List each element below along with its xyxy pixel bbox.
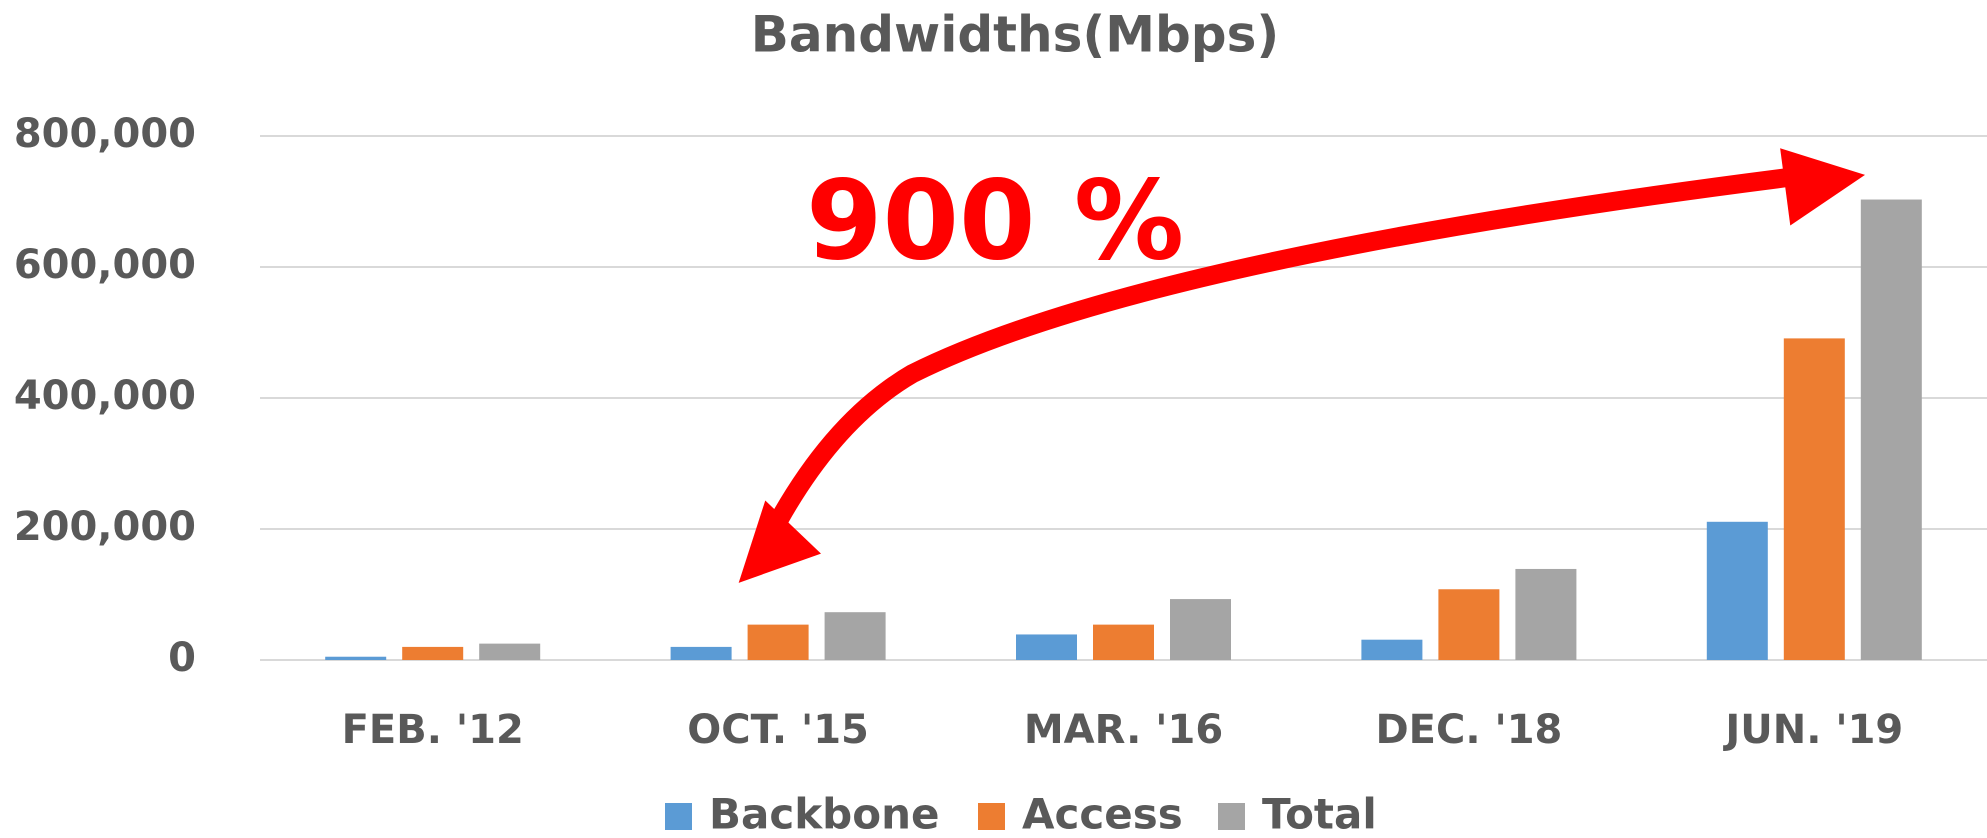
bar [479,643,541,660]
annotation: 900 % [806,156,1184,284]
legend-label: Access [1022,790,1183,838]
bar [1438,589,1500,660]
bar [670,646,732,660]
bar [1361,639,1423,660]
legend-swatch [978,803,1005,830]
legend-swatch [665,803,692,830]
legend-label: Backbone [709,790,940,838]
bar [1860,199,1922,660]
y-tick-label: 200,000 [14,504,196,550]
legend-swatch [1218,803,1245,830]
x-tick-label: MAR. '16 [1024,707,1223,753]
x-tick-label: FEB. '12 [342,707,524,753]
bar [325,656,387,660]
arrow-line [769,167,1799,529]
plot: 0 200,000 400,000 600,000 800,000 FEB. '12 OCT… [14,111,1987,838]
x-tick-label: JUN. '19 [1722,707,1903,753]
bar [1016,634,1077,660]
arrow-head [738,500,822,583]
x-tick-label: OCT. '15 [687,707,869,753]
legend-label: Total [1262,790,1377,838]
y-tick-label: 400,000 [14,373,196,419]
y-tick-label: 800,000 [14,111,196,157]
bar [824,612,886,660]
y-tick-label: 600,000 [14,242,196,288]
bar [747,624,809,660]
arrow [738,148,1866,583]
bar [402,646,464,660]
bar [1170,599,1231,660]
x-tick-label: DEC. '18 [1375,707,1562,753]
bar [1783,338,1845,660]
arrow-head [1780,148,1866,226]
bar [1706,521,1768,660]
bar [1515,568,1577,660]
chart-title: Bandwidths(Mbps) [751,6,1279,64]
bar [1093,624,1154,660]
y-tick-label: 0 [168,635,196,681]
